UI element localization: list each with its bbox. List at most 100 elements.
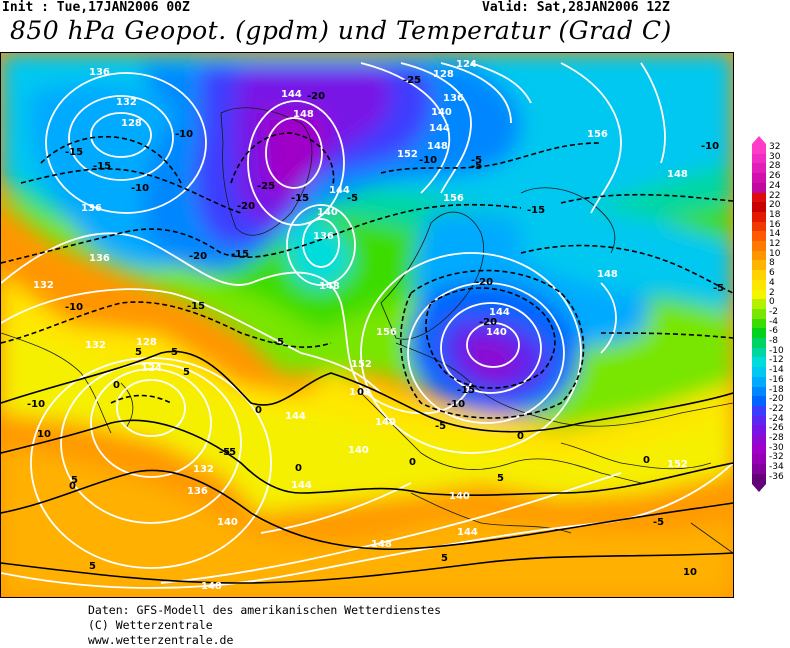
credits-source: Daten: GFS-Modell des amerikanischen Wet… [88,603,442,617]
temp-label: -15 [291,193,309,204]
legend-step: 2 [752,288,790,300]
legend-max-arrow [752,136,766,144]
geopot-label: 132 [116,97,137,108]
legend-swatch [752,163,766,174]
weather-map[interactable]: 136 132 128 136 132 136 132 128 124 144 … [0,52,734,598]
temp-label: 0 [113,380,120,391]
geopot-label: 128 [136,337,157,348]
init-time: Init : Tue,17JAN2006 00Z [2,0,190,15]
geopot-label: 148 [427,141,448,152]
legend-step: 6 [752,268,790,281]
geopot-label: 136 [81,203,102,214]
temp-label: -15 [231,249,249,260]
temp-label: 0 [517,431,524,442]
legend-step: 8 [752,258,790,271]
legend-swatch [752,405,766,417]
credits-url[interactable]: www.wetterzentrale.de [88,633,234,647]
geopot-label: 144 [281,89,302,100]
legend-label: 32 [769,142,781,152]
legend-label: -32 [769,452,784,463]
temp-label: 5 [183,367,190,378]
temp-label: -20 [237,201,255,212]
legend-swatch [752,182,766,193]
geopot-label: 148 [597,269,618,280]
geopot-label: 148 [371,539,392,550]
legend-label: 4 [769,277,775,288]
legend-step: 22 [752,190,790,203]
temp-label: -20 [189,251,207,262]
legend-swatch [752,376,766,387]
temp-label: 0 [643,455,650,466]
temp-label: -10 [27,399,45,410]
temp-label: -5 [471,161,482,172]
legend-label: -28 [769,433,784,443]
legend-swatch [752,144,766,155]
temp-label: 5 [497,473,504,484]
geopot-label: 124 [456,59,477,70]
geopot-label: 148 [349,387,370,398]
temp-label: 5 [441,553,448,564]
temperature-contours [1,350,733,584]
geopot-label: 156 [587,129,608,140]
legend-swatch [752,367,766,378]
legend-swatch [752,338,766,349]
legend-step: -12 [752,355,790,368]
legend-swatch [752,289,766,300]
legend-label: 12 [769,239,781,249]
legend-label: -4 [769,316,778,327]
geopot-label: 144 [329,185,350,196]
legend-label: 16 [769,219,781,230]
legend-label: -22 [769,403,784,414]
geopot-label: 140 [317,207,338,218]
temp-label: -5 [713,283,724,294]
legend-swatch [752,211,766,223]
legend-swatch [752,464,766,475]
geopot-label: 148 [667,169,688,180]
temp-label: -5 [435,421,446,432]
temp-label: -10 [419,155,437,166]
legend-label: 6 [769,268,775,279]
temp-label: 5 [171,347,178,358]
legend-label: 22 [769,190,781,201]
geopot-label: 148 [319,281,340,292]
temp-label: -10 [175,129,193,140]
credits-copyright: (C) Wetterzentrale [88,618,213,632]
legend-label: 14 [769,229,781,240]
legend-swatch [752,260,766,271]
geopot-label: 144 [291,480,312,491]
temp-label: -20 [475,277,493,288]
legend-swatch [752,454,766,465]
legend-min-arrow [752,483,766,492]
legend-label: 26 [769,171,781,182]
temp-label: -5 [219,447,230,458]
map-labels: 136 132 128 136 132 136 132 128 124 144 … [27,59,724,592]
legend-label: 30 [769,151,781,162]
legend-step: -2 [752,307,790,320]
geopot-label: 144 [457,527,478,538]
legend-swatch [752,425,766,436]
temp-label: -10 [701,141,719,152]
temp-label: -20 [479,317,497,328]
legend-step: -20 [752,394,790,407]
legend-swatch [752,415,766,426]
geopot-label: 140 [431,107,452,118]
legend-step: -6 [752,326,790,339]
geopot-label: 136 [443,93,464,104]
geopot-label: 128 [121,118,142,129]
legend-label: -36 [769,471,784,482]
legend-step: -28 [752,433,790,446]
temp-label: -10 [65,302,83,313]
legend-step: -24 [752,414,790,426]
geopot-label: 148 [293,109,314,120]
legend-label: -8 [769,336,778,346]
legend-swatch [752,241,766,252]
legend-step: -14 [752,365,790,378]
temp-label: -5 [347,193,358,204]
temp-label: -5 [653,517,664,528]
temp-label: -5 [273,337,284,348]
legend-swatch [752,328,766,339]
temp-label: 0 [295,463,302,474]
legend-label: 0 [769,297,775,308]
geopot-label: 136 [313,231,334,242]
temp-label: 5 [89,561,96,572]
